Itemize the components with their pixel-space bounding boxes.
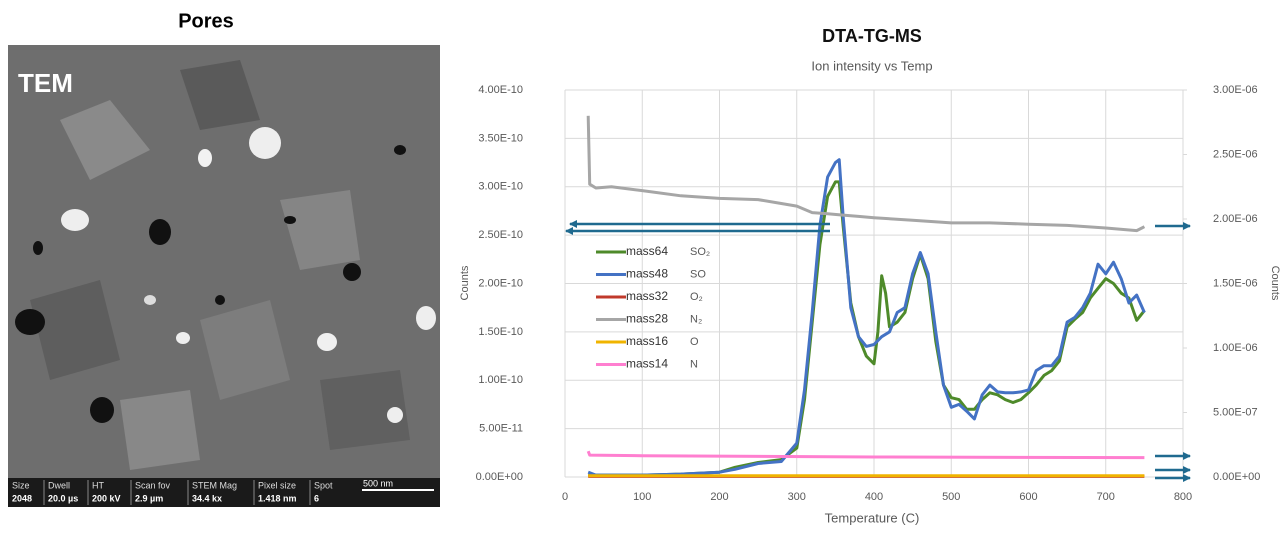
legend-label: O [690,336,699,348]
chart-subtitle: Ion intensity vs Temp [811,58,932,73]
chart: DTA-TG-MS Ion intensity vs Temp Temperat… [459,26,1280,526]
x-tick-label: 200 [710,491,728,503]
info-key: Size [12,480,30,490]
legend-label: O₂ [690,291,703,303]
y2-tick-label: 0.00E+00 [1213,471,1260,483]
info-value: 200 kV [92,493,121,503]
x-tick-label: 300 [788,491,806,503]
info-key: STEM Mag [192,480,237,490]
chart-title: DTA-TG-MS [822,26,922,46]
annotation-arrows [565,220,1191,482]
x-tick-label: 0 [562,491,568,503]
info-key: Spot [314,480,333,490]
tem-image [8,45,440,507]
y-tick-label: 1.50E-10 [478,326,523,338]
legend-name: mass14 [626,357,668,371]
info-key: HT [92,480,104,490]
series-line [586,115,1146,233]
x-tick-label: 100 [633,491,651,503]
info-value: 20.0 µs [48,493,78,503]
legend-label: SO [690,268,706,280]
y2-tick-label: 2.00E-06 [1213,213,1258,225]
y-tick-label: 3.50E-10 [478,132,523,144]
y-tick-label: 5.00E-11 [479,423,523,435]
series-line [586,450,1145,460]
info-table: Size 2048 Dwell 20.0 µs HT 200 kV Scan fov 2.9 … [12,480,333,505]
scale-bar-label: 500 nm [363,478,393,488]
y2-tick-label: 5.00E-07 [1213,406,1258,418]
y2-tick-label: 1.00E-06 [1213,342,1258,354]
y-tick-label: 1.00E-10 [478,374,523,386]
info-value: 2048 [12,493,32,503]
y-tick-label: 4.00E-10 [478,84,523,96]
y-tick-label: 2.50E-10 [478,229,523,241]
series-line [587,158,1146,477]
legend-label: SO₂ [690,246,710,258]
y2-tick-label: 1.50E-06 [1213,277,1258,289]
y-tick-label: 3.00E-10 [478,181,523,193]
legend-name: mass48 [626,267,668,281]
info-value: 1.418 nm [258,493,297,503]
info-key: Dwell [48,480,70,490]
info-key: Scan fov [135,480,171,490]
info-value: 6 [314,493,319,503]
legend-label: N [690,358,698,370]
info-value: 34.4 kx [192,493,222,503]
y-axis-title: Counts [459,265,471,300]
y2-axis-title: Counts [1269,266,1280,301]
image-label: TEM [18,68,73,98]
legend-name: mass64 [626,244,668,258]
y-tick-label: 0.00E+00 [476,471,523,483]
info-key: Pixel size [258,480,296,490]
legend-name: mass28 [626,312,668,326]
x-tick-label: 800 [1174,491,1192,503]
y2-tick-label: 3.00E-06 [1213,84,1258,96]
x-tick-label: 400 [865,491,883,503]
y2-tick-label: 2.50E-06 [1213,148,1258,160]
x-axis-title: Temperature (C) [825,510,920,525]
x-tick-label: 500 [942,491,960,503]
legend-name: mass32 [626,289,668,303]
legend-label: N₂ [690,313,702,325]
y-tick-label: 2.00E-10 [478,277,523,289]
x-tick-label: 600 [1019,491,1037,503]
info-value: 2.9 µm [135,493,163,503]
legend-name: mass16 [626,334,668,348]
panel-title: Pores [178,10,234,32]
x-tick-label: 700 [1097,491,1115,503]
info-bar [8,478,440,507]
